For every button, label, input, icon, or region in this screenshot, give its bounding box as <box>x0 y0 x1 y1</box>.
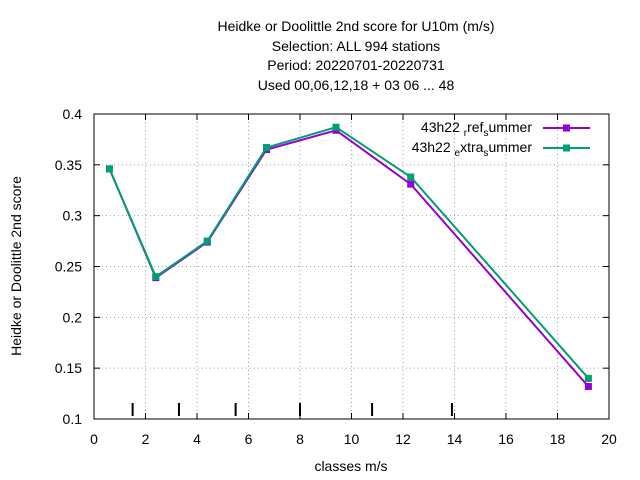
x-tick-label: 0 <box>90 431 98 447</box>
x-tick-label: 14 <box>447 431 463 447</box>
x-tick-label: 20 <box>601 431 617 447</box>
y-tick-label: 0.2 <box>63 309 83 325</box>
x-tick-label: 18 <box>550 431 566 447</box>
legend-entry-ref: 43h22 rrefsummer <box>421 119 590 139</box>
y-tick-label: 0.15 <box>55 360 82 376</box>
x-tick-label: 2 <box>142 431 150 447</box>
data-point <box>263 144 270 151</box>
data-point <box>333 124 340 131</box>
x-tick-label: 6 <box>245 431 253 447</box>
title-line-1: Heidke or Doolittle 2nd score for U10m (… <box>218 18 495 34</box>
data-point <box>585 375 592 382</box>
x-axis-label: classes m/s <box>314 458 387 474</box>
data-point <box>204 238 211 245</box>
series-lines <box>106 124 592 390</box>
data-point <box>585 383 592 390</box>
legend-marker-extra <box>563 145 570 152</box>
title-line-4: Used 00,06,12,18 + 03 06 ... 48 <box>258 77 455 93</box>
x-tick-label: 16 <box>498 431 514 447</box>
y-tick-label: 0.1 <box>63 411 83 427</box>
x-tick-label: 4 <box>193 431 201 447</box>
class-boundaries <box>133 403 452 416</box>
y-tick-label: 0.35 <box>55 157 82 173</box>
legend-label-ref-suffix: ummer <box>488 119 532 135</box>
legend-label-extra-suffix: ummer <box>488 139 532 155</box>
x-tick-label: 10 <box>344 431 360 447</box>
y-tick-label: 0.3 <box>63 208 83 224</box>
title-line-3: Period: 20220701-20220731 <box>267 57 445 73</box>
axis-ticks: 0 2 4 6 8 10 12 14 16 18 20 0.1 0.15 0.2 0.25 0.3 0.35 0.… <box>55 106 617 447</box>
legend-label-ref-mid: ref <box>467 119 483 135</box>
legend: 43h22 rrefsummer 43h22 extrasummer <box>412 119 590 159</box>
series-line-43h22_extra_summer <box>110 127 589 378</box>
legend-label-ref: 43h22 rrefsummer <box>421 119 532 139</box>
x-tick-label: 12 <box>395 431 411 447</box>
data-point <box>407 174 414 181</box>
legend-marker-ref <box>563 125 570 132</box>
data-point <box>407 181 414 188</box>
chart-title: Heidke or Doolittle 2nd score for U10m (… <box>218 18 495 93</box>
x-tick-label: 8 <box>296 431 304 447</box>
legend-label-extra-prefix: 43h22 <box>412 139 455 155</box>
y-axis-label: Heidke or Doolittle 2nd score <box>8 176 24 356</box>
legend-label-extra: 43h22 extrasummer <box>412 139 533 159</box>
data-point <box>152 273 159 280</box>
legend-entry-extra: 43h22 extrasummer <box>412 139 590 159</box>
y-tick-label: 0.4 <box>63 106 83 122</box>
legend-label-extra-mid: xtra <box>460 139 484 155</box>
data-point <box>106 165 113 172</box>
title-line-2: Selection: ALL 994 stations <box>272 38 440 54</box>
legend-label-ref-prefix: 43h22 <box>421 119 464 135</box>
y-tick-label: 0.25 <box>55 259 82 275</box>
